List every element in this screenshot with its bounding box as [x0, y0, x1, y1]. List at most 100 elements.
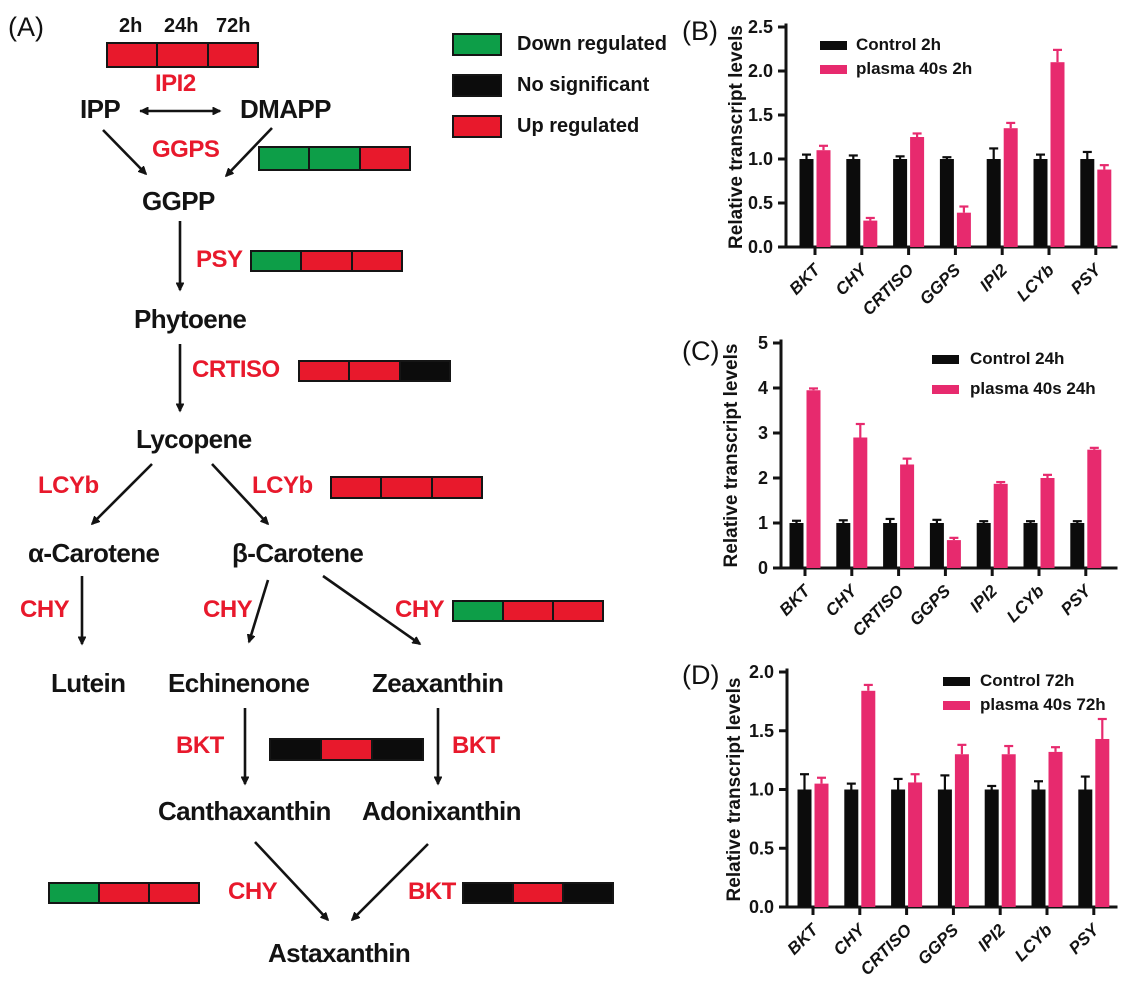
panel-c-label: (C)	[682, 336, 720, 366]
heatmap-psy	[250, 250, 403, 272]
y-tick-label: 1	[758, 513, 768, 533]
time-label-72h: 72h	[216, 15, 251, 37]
enzyme-bkt-left-label: BKT	[176, 732, 224, 759]
enzyme-ggps-label: GGPS	[152, 136, 220, 163]
bar	[861, 690, 876, 907]
axes	[779, 339, 1118, 570]
y-tick-label: 5	[758, 333, 768, 353]
enzyme-bkt-bottom-label: BKT	[408, 878, 456, 905]
heatmap-cell-down	[310, 148, 361, 169]
heatmap-cell-up	[300, 362, 351, 380]
node-canthaxanthin: Canthaxanthin	[158, 796, 331, 826]
bar	[1033, 159, 1048, 247]
bar	[1031, 789, 1046, 907]
x-category-label: IPI2	[976, 260, 1011, 295]
heatmap-cell-ns	[464, 884, 514, 902]
heatmap-bkt-middle	[269, 738, 424, 761]
enzyme-lcyb-right-label: LCYb	[252, 472, 313, 499]
bar	[1070, 523, 1085, 568]
x-category-label: CRTISO	[859, 260, 918, 319]
node-alpha-carotene: α-Carotene	[28, 538, 160, 568]
y-tick-label: 0.0	[748, 237, 773, 257]
bar	[816, 150, 831, 247]
heatmap-cell-up	[322, 740, 373, 759]
down-regulated-swatch	[452, 33, 502, 56]
bar	[986, 159, 1001, 247]
x-category-label: CRTISO	[857, 920, 916, 979]
bar	[893, 159, 908, 247]
series-swatch	[943, 677, 970, 686]
bar	[1050, 62, 1065, 248]
x-category-label: LCYb	[1011, 920, 1056, 965]
y-tick-label: 2.5	[748, 17, 773, 37]
bar	[846, 159, 861, 247]
no-significant-swatch	[452, 74, 502, 97]
y-tick-label: 0.5	[749, 838, 774, 858]
heatmap-cell-up	[302, 252, 353, 270]
y-tick-label: 0	[758, 558, 768, 578]
x-category-label: LCYb	[1003, 581, 1048, 626]
bar	[1080, 159, 1095, 247]
heatmap-lcyb	[330, 476, 483, 499]
enzyme-lcyb-left-label: LCYb	[38, 472, 99, 499]
y-tick-label: 1.5	[748, 105, 773, 125]
bar	[799, 159, 814, 247]
bar	[797, 789, 812, 907]
series-label: plasma 40s 72h	[980, 695, 1106, 714]
y-tick-label: 1.0	[748, 149, 773, 169]
series-label: Control 2h	[856, 35, 941, 54]
node-echinenone: Echinenone	[168, 668, 310, 698]
heatmap-cell-up	[100, 884, 150, 902]
enzyme-chy-left-label: CHY	[20, 596, 70, 623]
series-swatch	[932, 385, 959, 394]
x-category-label: BKT	[784, 919, 823, 958]
series-label: plasma 40s 24h	[970, 379, 1096, 398]
heatmap-cell-up	[158, 44, 209, 66]
bar	[900, 464, 915, 568]
node-adonixanthin: Adonixanthin	[362, 796, 522, 826]
bar	[1097, 169, 1112, 247]
heatmap-cell-down	[260, 148, 311, 169]
heatmap-cell-up	[332, 478, 383, 497]
heatmap-ggps	[258, 146, 411, 171]
heatmap-cell-up	[360, 148, 409, 169]
up-regulated-swatch	[452, 115, 502, 138]
bar	[836, 523, 851, 568]
series-label: plasma 40s 2h	[856, 59, 972, 78]
heatmap-cell-up	[150, 884, 198, 902]
heatmap-chy-zeaxanthin	[452, 600, 604, 622]
heatmap-cell-ns	[271, 740, 322, 759]
bar	[954, 754, 969, 907]
x-category-label: CHY	[822, 580, 862, 620]
x-category-label: BKT	[776, 580, 815, 619]
heatmap-cell-up	[108, 44, 159, 66]
y-tick-label: 4	[758, 378, 768, 398]
bar	[806, 390, 821, 568]
enzyme-bkt-right-label: BKT	[452, 732, 500, 759]
heatmap-cell-up	[554, 602, 602, 620]
x-category-label: GGPS	[906, 581, 955, 630]
heatmap-cell-ns	[400, 362, 449, 380]
bar	[910, 137, 925, 247]
node-ipp: IPP	[80, 94, 121, 124]
x-category-label: CHY	[832, 259, 872, 299]
x-category-label: LCYb	[1013, 260, 1058, 305]
legend-row-up: Up regulated	[452, 115, 667, 138]
bar	[789, 523, 804, 568]
heatmap-cell-down	[252, 252, 303, 270]
bar	[844, 789, 859, 907]
heatmap-cell-up	[514, 884, 564, 902]
heatmap-cell-up	[350, 362, 401, 380]
heatmap-cell-ns	[373, 740, 422, 759]
y-tick-label: 3	[758, 423, 768, 443]
bar	[1023, 523, 1038, 568]
bar	[939, 159, 954, 247]
legend-row-ns: No significant	[452, 74, 667, 97]
enzyme-ipi2-label: IPI2	[155, 70, 196, 97]
enzyme-chy-right-label: CHY	[395, 596, 445, 623]
bar	[853, 437, 868, 568]
panel-a-label: (A)	[8, 12, 44, 42]
heatmap-cell-up	[432, 478, 481, 497]
